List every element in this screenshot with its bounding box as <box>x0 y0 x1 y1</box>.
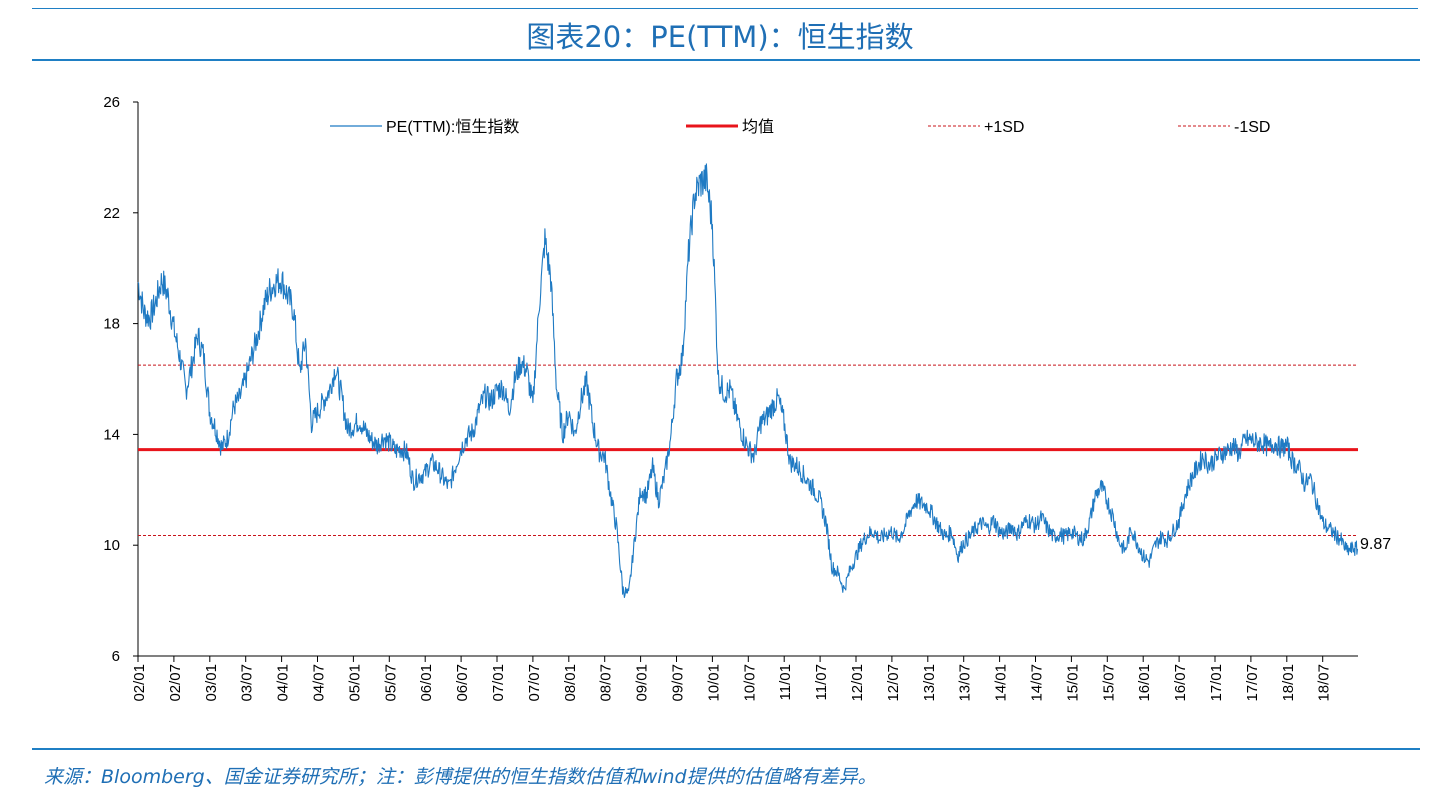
x-tick-label: 17/07 <box>1244 664 1261 702</box>
y-tick-label: 18 <box>103 316 120 333</box>
x-tick-label: 07/01 <box>490 664 507 702</box>
source-footnote: 来源：Bloomberg、国金证券研究所；注：彭博提供的恒生指数估值和wind提… <box>44 766 877 788</box>
x-tick-label: 16/07 <box>1172 664 1189 702</box>
legend-label: -1SD <box>1234 119 1270 136</box>
top-rule <box>32 8 1418 9</box>
x-tick-label: 06/07 <box>454 664 471 702</box>
x-tick-label: 08/07 <box>598 664 615 702</box>
legend-label: 均值 <box>742 118 774 136</box>
x-tick-label: 11/01 <box>777 664 794 700</box>
x-tick-label: 10/07 <box>741 664 758 702</box>
legend-label: PE(TTM):恒生指数 <box>386 118 519 136</box>
x-tick-label: 13/07 <box>957 664 974 702</box>
x-tick-label: 14/07 <box>1028 664 1045 702</box>
x-tick-label: 18/07 <box>1316 664 1333 702</box>
footer-rule <box>32 748 1420 750</box>
x-tick-label: 09/01 <box>634 664 651 702</box>
x-tick-label: 12/01 <box>849 664 866 702</box>
legend-item: -1SD <box>1178 119 1270 136</box>
chart-title: 图表20：PE(TTM)：恒生指数 <box>526 20 914 54</box>
x-tick-label: 02/07 <box>167 664 184 702</box>
x-tick-label: 03/01 <box>203 664 220 702</box>
x-tick-label: 18/01 <box>1280 664 1297 702</box>
x-tick-label: 02/01 <box>131 664 148 702</box>
legend-item: PE(TTM):恒生指数 <box>330 118 519 136</box>
x-tick-label: 05/07 <box>382 664 399 702</box>
x-tick-label: 07/07 <box>526 664 543 702</box>
last-value-label: 9.87 <box>1360 536 1391 553</box>
x-tick-label: 12/07 <box>885 664 902 702</box>
title-rule <box>32 59 1420 61</box>
x-tick-label: 16/01 <box>1136 664 1153 702</box>
x-tick-label: 17/01 <box>1208 664 1225 702</box>
y-tick-label: 26 <box>103 94 120 111</box>
x-tick-label: 05/01 <box>346 664 363 702</box>
legend-item: +1SD <box>928 119 1024 136</box>
y-tick-label: 22 <box>103 205 120 222</box>
legend-label: +1SD <box>984 119 1024 136</box>
x-tick-label: 15/01 <box>1064 664 1081 702</box>
x-tick-label: 08/01 <box>562 664 579 702</box>
x-tick-label: 06/01 <box>418 664 435 702</box>
pe-series-line <box>137 163 1359 599</box>
x-tick-label: 03/07 <box>239 664 256 702</box>
x-tick-label: 04/07 <box>310 664 327 702</box>
y-tick-label: 6 <box>112 648 120 665</box>
x-tick-label: 09/07 <box>669 664 686 702</box>
x-tick-label: 11/07 <box>813 664 830 700</box>
legend-item: 均值 <box>686 118 774 136</box>
y-tick-label: 14 <box>103 426 120 443</box>
x-tick-label: 14/01 <box>993 664 1010 702</box>
x-tick-label: 13/01 <box>921 664 938 702</box>
x-tick-label: 10/01 <box>705 664 722 702</box>
x-tick-label: 04/01 <box>275 664 292 702</box>
x-tick-label: 15/07 <box>1100 664 1117 702</box>
y-tick-label: 10 <box>103 537 120 554</box>
